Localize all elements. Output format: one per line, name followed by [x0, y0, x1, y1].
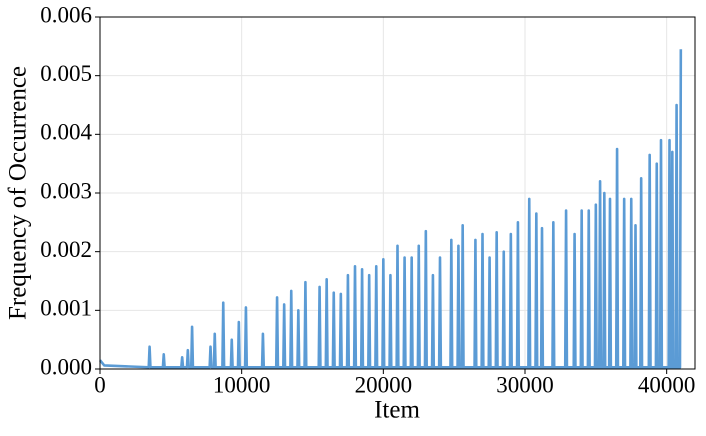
y-tick-label: 0.005	[40, 61, 92, 86]
plot-frame	[99, 16, 696, 370]
y-tick-label: 0.002	[40, 237, 92, 262]
x-tick-label: 10000	[213, 372, 271, 397]
y-tick-label: 0.006	[40, 2, 92, 27]
x-tick-label: 20000	[355, 372, 413, 397]
y-tick-label: 0.003	[40, 178, 92, 203]
x-tick-label: 0	[94, 372, 106, 397]
y-tick-label: 0.000	[40, 354, 92, 379]
y-tick-label: 0.001	[40, 296, 92, 321]
y-tick-label: 0.004	[40, 120, 92, 145]
line-series	[98, 49, 683, 369]
x-tick-label: 30000	[496, 372, 554, 397]
x-axis-label: Item	[374, 397, 420, 424]
y-axis-label: Frequency of Occurrence	[5, 66, 32, 320]
x-tick-label: 40000	[638, 372, 696, 397]
